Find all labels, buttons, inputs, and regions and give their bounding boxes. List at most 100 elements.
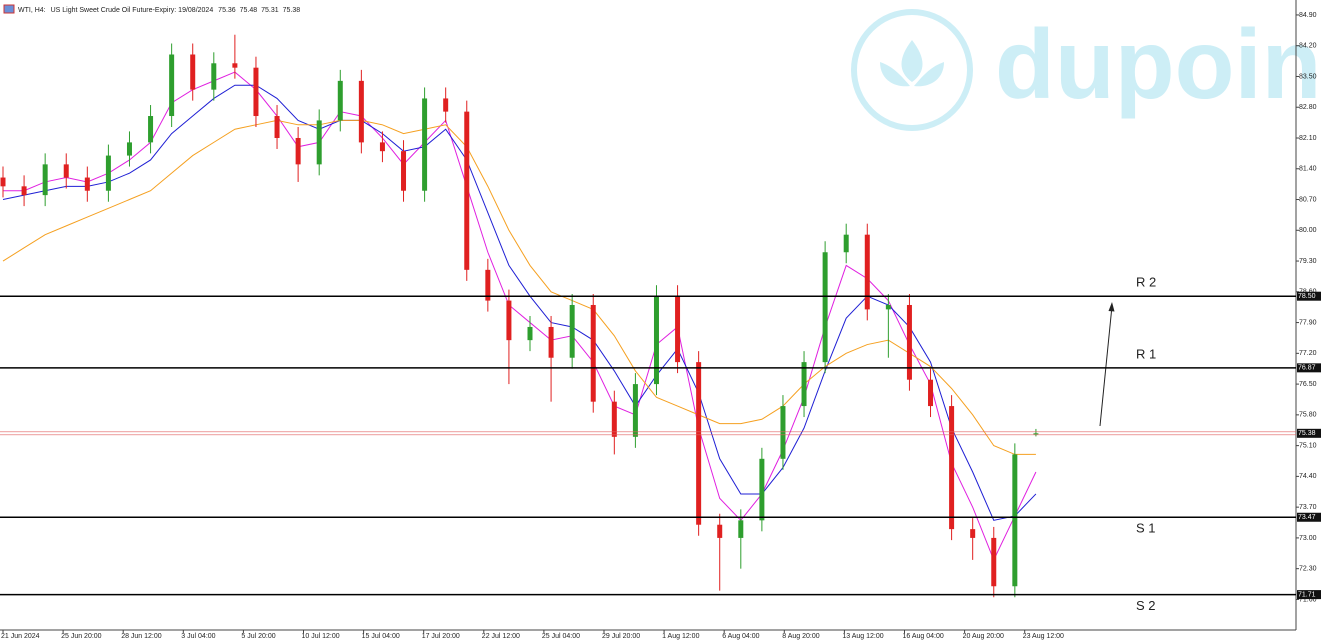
symbol-icon	[3, 4, 15, 14]
x-tick-label: 21 Jun 2024	[1, 633, 40, 640]
y-tick-label: 72.30	[1299, 566, 1317, 573]
candle-body	[190, 54, 196, 90]
candle-body	[274, 116, 280, 138]
moving-average	[2, 84, 1037, 521]
x-tick-label: 13 Aug 12:00	[842, 633, 883, 640]
y-tick-label: 75.10	[1299, 442, 1317, 449]
candle-body	[801, 362, 807, 407]
x-tick-label: 20 Aug 20:00	[963, 633, 1004, 640]
candle-body	[84, 177, 90, 191]
x-tick-label: 28 Jun 12:00	[121, 633, 162, 640]
candle-body	[569, 304, 575, 358]
y-tick-label: 82.80	[1299, 104, 1317, 111]
candle-body	[527, 326, 533, 341]
x-tick-label: 10 Jul 12:00	[302, 633, 340, 640]
level-label: R 2	[1136, 275, 1156, 290]
candle-body	[759, 458, 765, 521]
x-tick-label: 22 Jul 12:00	[482, 633, 520, 640]
y-tick-label: 80.00	[1299, 227, 1317, 234]
candle-body	[105, 155, 111, 191]
watermark-logo	[851, 9, 973, 131]
price-tag-label: 75.38	[1298, 430, 1316, 437]
candle-body	[653, 296, 659, 385]
y-tick-label: 74.40	[1299, 473, 1317, 480]
level-tag-label: 76.87	[1298, 365, 1316, 372]
y-tick-label: 79.30	[1299, 258, 1317, 265]
moving-average	[3, 71, 1037, 562]
close: 75.38	[283, 7, 301, 14]
candle-body	[675, 296, 681, 363]
y-tick-label: 75.80	[1299, 412, 1317, 419]
candle-body	[928, 379, 934, 407]
candle-body	[422, 98, 428, 191]
candle-body	[253, 67, 259, 117]
y-tick-label: 77.20	[1299, 350, 1317, 357]
watermark-leaf	[880, 40, 944, 87]
candle-body	[295, 137, 301, 165]
candle-body	[822, 252, 828, 363]
y-tick-label: 84.90	[1299, 12, 1317, 19]
y-tick-label: 71.60	[1299, 596, 1317, 603]
candle-body	[970, 529, 976, 538]
candle-body	[211, 63, 217, 90]
candle-body	[696, 362, 702, 525]
candle-body	[0, 177, 6, 187]
x-tick-label: 17 Jul 20:00	[422, 633, 460, 640]
x-tick-label: 6 Aug 04:00	[722, 633, 759, 640]
x-tick-label: 29 Jul 20:00	[602, 633, 640, 640]
x-tick-label: 16 Aug 04:00	[903, 633, 944, 640]
level-tag	[1297, 512, 1321, 522]
candle-body	[126, 142, 132, 156]
candle-body	[506, 300, 512, 341]
y-tick-label: 76.50	[1299, 381, 1317, 388]
candle-body	[379, 142, 385, 152]
candle-body	[843, 234, 849, 253]
candle-body	[169, 54, 175, 117]
x-tick-label: 8 Aug 20:00	[782, 633, 819, 640]
candle-body	[906, 304, 912, 380]
candle-body	[548, 326, 554, 358]
x-tick-label: 15 Jul 04:00	[362, 633, 400, 640]
description: US Light Sweet Crude Oil Future-Expiry: …	[51, 7, 214, 14]
watermark-text: dupoin	[995, 9, 1322, 119]
open: 75.36	[218, 7, 236, 14]
x-tick-label: 5 Jul 20:00	[241, 633, 275, 640]
level-tag	[1297, 291, 1321, 301]
candle-body	[148, 116, 154, 143]
candle-body	[1033, 433, 1039, 435]
candle-body	[464, 111, 470, 270]
x-tick-label: 1 Aug 12:00	[662, 633, 699, 640]
candle-body	[63, 164, 69, 178]
level-label: S 2	[1136, 598, 1156, 613]
candle-body	[632, 384, 638, 437]
candle-body	[1012, 454, 1018, 587]
candle-body	[443, 98, 449, 112]
y-tick-label: 77.90	[1299, 319, 1317, 326]
candle-body	[232, 63, 238, 68]
candle-body	[611, 401, 617, 437]
y-tick-label: 73.00	[1299, 535, 1317, 542]
level-label: R 1	[1136, 346, 1156, 361]
candle-body	[316, 120, 322, 165]
arrow-head	[1108, 302, 1115, 312]
watermark: dupoin	[851, 9, 1322, 131]
candle-body	[42, 164, 48, 196]
level-tag	[1297, 363, 1321, 373]
level-tag-label: 71.71	[1298, 591, 1316, 598]
y-tick-label: 82.10	[1299, 135, 1317, 142]
level-tag-label: 73.47	[1298, 514, 1316, 521]
level-tag	[1297, 590, 1321, 600]
candle-body	[949, 406, 955, 530]
candle-body	[337, 80, 343, 121]
low: 75.31	[261, 7, 279, 14]
symbol: WTI, H4:	[18, 7, 46, 14]
candle-body	[21, 186, 27, 196]
level-tag-label: 78.50	[1298, 293, 1316, 300]
candle-body	[485, 269, 491, 301]
high: 75.48	[240, 7, 258, 14]
price-tag	[1297, 428, 1321, 438]
arrow-shaft	[1099, 305, 1113, 427]
candle-body	[401, 151, 407, 191]
